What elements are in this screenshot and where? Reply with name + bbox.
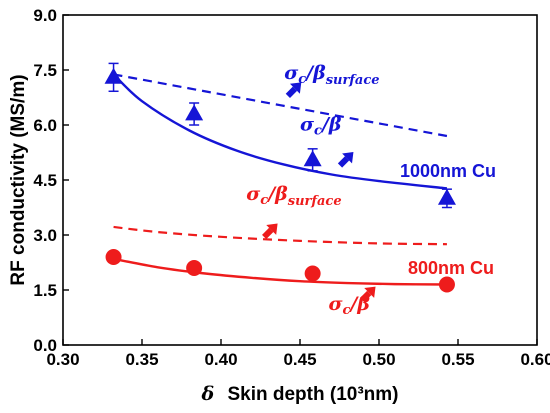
series-lines [112,73,448,286]
blue-sigma-arrow-shaft [337,156,350,168]
x-tick-label: 0.55 [441,350,474,369]
x-tick-label: 0.60 [520,350,550,369]
blue-sigma-annotation: σc/β [300,114,342,139]
y-tick-label: 9.0 [33,6,57,25]
y-tick-label: 6.0 [33,116,57,135]
blue-surface-dashed-line [113,73,448,138]
y-tick-label: 0.0 [33,336,57,355]
x-tick-label: 0.30 [46,350,79,369]
x-axis-label: δ Skin depth (10³nm) [201,383,399,405]
x-tick-label: 0.40 [204,350,237,369]
red-surface-dashed-line [113,225,447,246]
blue-sigma-arrow [337,152,354,168]
blue-triangle-point [437,188,456,205]
x-axis-symbol: δ [201,383,215,405]
y-axis-label: RF conductivity (MS/m) [8,74,29,285]
x-axis-text: Skin depth (10³nm) [227,384,398,405]
blue-triangle-point [185,104,204,121]
blue-surface-arrow-head [289,82,302,94]
red-circle-point [438,276,455,293]
red-sigma-arrow-shaft [359,290,372,303]
blue-fit-line [112,73,448,190]
red-surface-annotation: σc/βsurface [246,183,341,209]
red-circle-point [186,260,203,276]
blue-sigma-arrow-head [342,152,354,164]
red-series-label: 800nm Cu [408,258,494,278]
blue-surface-arrow-shaft [285,86,298,98]
blue-series-label: 1000nm Cu [400,161,496,181]
y-tick-label: 7.5 [33,61,57,80]
x-tick-label: 0.50 [362,350,395,369]
x-tick-label: 0.45 [283,350,316,369]
red-circle-point [304,265,321,282]
red-surface-arrow-shaft [262,227,274,240]
y-tick-label: 3.0 [33,226,57,245]
y-tick-label: 4.5 [33,171,57,190]
blue-surface-annotation: σc/βsurface [284,62,379,88]
labels: RF conductivity (MS/m) δ Skin depth (10³… [8,62,398,405]
red-sigma-arrow [359,286,376,303]
red-surface-arrow [262,223,278,240]
blue-triangle-point [303,150,322,167]
red-fit-line [113,257,447,286]
x-tick-label: 0.35 [125,350,158,369]
red-surface-arrow-head [266,223,278,235]
series-points: 1000nm Cu 800nm Cu [104,62,496,293]
red-circle-point [105,249,122,265]
y-tick-label: 1.5 [33,281,57,300]
red-sigma-arrow-head [364,286,376,298]
blue-surface-arrow [285,82,302,98]
ticks: 0.30 0.35 0.40 0.45 0.50 0.55 0.60 0.0 1.5 3.0 4.5… [33,6,550,369]
blue-triangle-point [104,67,123,84]
